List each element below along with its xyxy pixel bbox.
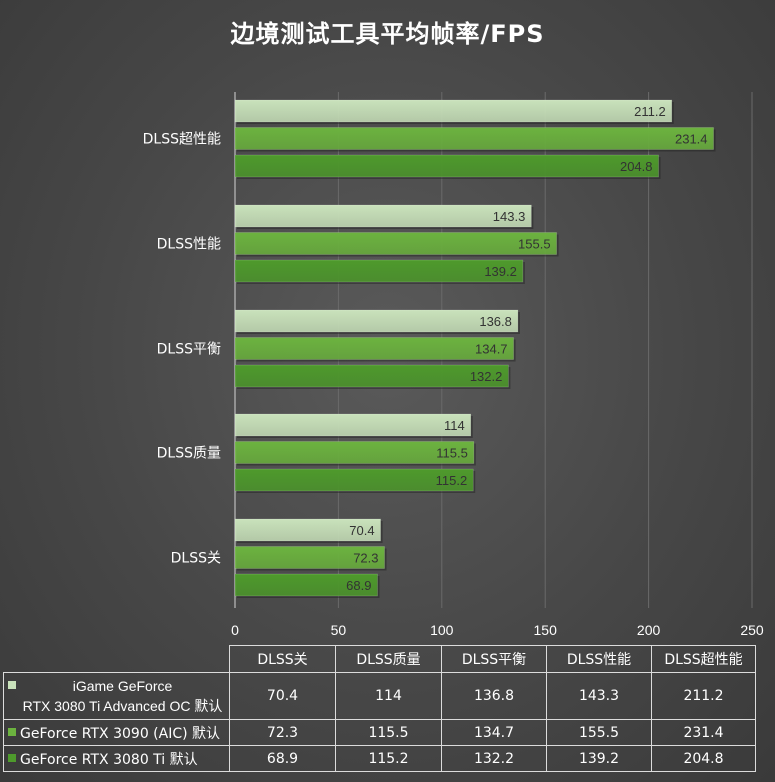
series-name: GeForce RTX 3090 (AIC) 默认 xyxy=(20,725,221,742)
table-cell: 114 xyxy=(335,672,442,720)
legend-swatch xyxy=(8,754,16,762)
series-legend-cell: GeForce RTX 3080 Ti 默认 xyxy=(3,745,230,772)
table-cell: 211.2 xyxy=(651,672,756,720)
table-cell: 68.9 xyxy=(229,745,336,772)
table-cell: 115.2 xyxy=(335,745,442,772)
table-corner-cell xyxy=(3,645,230,673)
table-cell: 139.2 xyxy=(546,745,652,772)
data-label: 136.8 xyxy=(479,314,512,329)
series-name-line: RTX 3080 Ti Advanced OC 默认 xyxy=(22,698,223,714)
bar xyxy=(234,337,514,360)
series-legend-cell: iGame GeForce RTX 3080 Ti Advanced OC 默认 xyxy=(3,672,230,720)
data-label: 134.7 xyxy=(475,342,508,357)
table-row: GeForce RTX 3090 (AIC) 默认 72.3 115.5 134… xyxy=(3,719,756,746)
data-label: 132.2 xyxy=(470,369,503,384)
legend-swatch xyxy=(8,728,16,736)
data-label: 115.5 xyxy=(436,446,468,461)
category-label: DLSS质量 xyxy=(157,446,221,462)
data-label: 139.2 xyxy=(484,264,517,279)
bar xyxy=(234,204,532,228)
category-label: DLSS性能 xyxy=(157,237,221,253)
bar xyxy=(234,154,659,178)
series-name: GeForce RTX 3080 Ti 默认 xyxy=(20,751,198,768)
table-row: iGame GeForce RTX 3080 Ti Advanced OC 默认… xyxy=(3,672,756,720)
category-label: DLSS关 xyxy=(171,551,221,567)
table-cell: 115.5 xyxy=(335,719,442,746)
table-cell: 155.5 xyxy=(546,719,652,746)
data-label: 72.3 xyxy=(353,551,378,566)
table-header-row: DLSS关 DLSS质量 DLSS平衡 DLSS性能 DLSS超性能 xyxy=(3,645,756,673)
x-tick-label: 150 xyxy=(534,622,558,638)
bar xyxy=(234,259,524,283)
bar xyxy=(234,573,378,597)
category-label: DLSS平衡 xyxy=(157,342,221,358)
bar xyxy=(234,413,472,437)
table-header-cell: DLSS超性能 xyxy=(651,645,756,673)
x-tick-label: 100 xyxy=(430,622,454,638)
category-label: DLSS超性能 xyxy=(143,132,221,148)
bar xyxy=(234,309,519,333)
x-tick-label: 200 xyxy=(637,622,661,638)
bar xyxy=(234,518,381,542)
bar xyxy=(234,364,509,388)
table-cell: 231.4 xyxy=(651,719,756,746)
labels-layer: 0 50 100 150 200 250 DLSS超性能 211.2 231.4 204.8 DLS… xyxy=(143,104,764,638)
legend-swatch xyxy=(8,681,16,689)
data-label: 115.2 xyxy=(436,473,468,488)
table-header-cell: DLSS平衡 xyxy=(441,645,547,673)
x-tick-label: 0 xyxy=(231,622,239,638)
table-header-cell: DLSS关 xyxy=(229,645,336,673)
chart-title: 边境测试工具平均帧率/FPS xyxy=(230,20,545,48)
table-header-cell: DLSS性能 xyxy=(546,645,652,673)
data-label: 70.4 xyxy=(349,523,374,538)
data-label: 114 xyxy=(444,418,465,433)
bar-chart: 0 50 100 150 200 250 DLSS超性能 211.2 231.4 204.8 DLS… xyxy=(143,92,764,638)
table-cell: 134.7 xyxy=(441,719,547,746)
table-cell: 72.3 xyxy=(229,719,336,746)
data-label: 68.9 xyxy=(346,578,371,593)
table-cell: 143.3 xyxy=(546,672,652,720)
data-table: DLSS关 DLSS质量 DLSS平衡 DLSS性能 DLSS超性能 iGame… xyxy=(3,645,756,772)
x-tick-label: 50 xyxy=(331,622,347,638)
table-cell: 136.8 xyxy=(441,672,547,720)
data-label: 204.8 xyxy=(620,159,653,174)
bar xyxy=(234,468,474,492)
table-cell: 70.4 xyxy=(229,672,336,720)
table-row: GeForce RTX 3080 Ti 默认 68.9 115.2 132.2 … xyxy=(3,745,756,772)
bar xyxy=(234,546,385,569)
table-cell: 132.2 xyxy=(441,745,547,772)
x-tick-label: 250 xyxy=(740,622,764,638)
data-label: 231.4 xyxy=(675,132,708,147)
bar xyxy=(234,232,557,255)
series-name-line: iGame GeForce xyxy=(72,678,173,694)
bar xyxy=(234,127,714,150)
bar xyxy=(234,441,475,464)
bar xyxy=(234,99,673,123)
data-label: 143.3 xyxy=(493,209,526,224)
table-header-cell: DLSS质量 xyxy=(335,645,442,673)
data-label: 211.2 xyxy=(634,104,666,119)
table-cell: 204.8 xyxy=(651,745,756,772)
series-legend-cell: GeForce RTX 3090 (AIC) 默认 xyxy=(3,719,230,746)
bars-layer xyxy=(234,99,716,598)
data-label: 155.5 xyxy=(518,237,551,252)
